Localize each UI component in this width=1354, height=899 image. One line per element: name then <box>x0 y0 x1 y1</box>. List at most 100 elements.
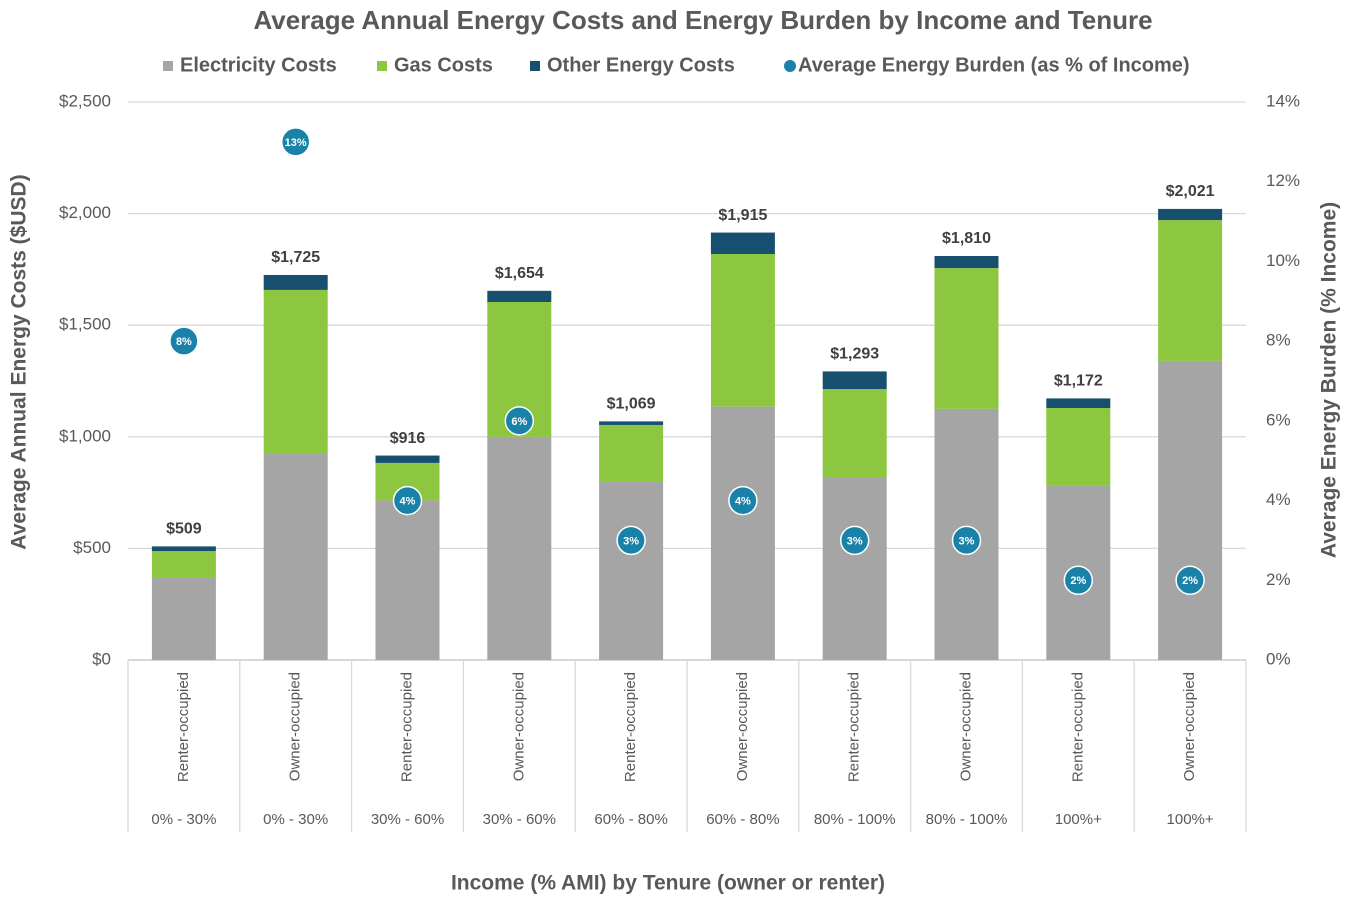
burden-marker <box>169 326 199 356</box>
legend-label: Other Energy Costs <box>547 54 735 76</box>
bar-segment <box>710 406 775 660</box>
bar-segment <box>487 290 552 302</box>
burden-marker <box>951 525 982 556</box>
bar-segment <box>934 268 999 409</box>
burden-label: 4% <box>735 495 751 507</box>
bar-segment <box>263 453 328 660</box>
total-label: $1,915 <box>718 207 767 224</box>
total-label: $1,654 <box>495 265 544 282</box>
bar-segment <box>710 232 775 254</box>
x-tick-label: Renter-occupied <box>398 672 415 782</box>
y-tick-label: $2,000 <box>59 203 111 222</box>
burden-label: 3% <box>959 535 975 547</box>
burden-marker <box>504 406 535 436</box>
total-label: $509 <box>166 521 202 538</box>
y2-axis-title: Average Energy Burden (% Income) <box>1318 202 1341 558</box>
total-label: $1,293 <box>830 346 879 363</box>
bar-segment <box>822 371 887 390</box>
burden-label: 3% <box>847 535 863 547</box>
y-axis-title: Average Annual Energy Costs ($USD) <box>8 174 31 549</box>
bar-segment <box>151 546 216 552</box>
legend-label: Electricity Costs <box>180 54 337 76</box>
x-tick-label: Owner-occupied <box>287 672 304 781</box>
x-group-label: 60% - 80% <box>594 811 667 828</box>
total-label: $2,021 <box>1166 183 1215 200</box>
bar-segment <box>599 424 664 482</box>
bar-segment <box>487 436 552 660</box>
x-tick-label: Owner-occupied <box>957 672 974 781</box>
bar-segment <box>1158 208 1223 221</box>
y-tick-label: $1,000 <box>59 426 111 445</box>
x-group-label: 80% - 100% <box>926 811 1008 828</box>
y2-tick-label: 12% <box>1266 171 1300 190</box>
bar-segment <box>599 421 664 425</box>
bar-segment <box>375 500 440 660</box>
legend-marker <box>784 60 796 72</box>
legend-label: Average Energy Burden (as % of Income) <box>798 54 1190 76</box>
x-tick-label: Renter-occupied <box>1069 672 1086 782</box>
burden-marker <box>728 485 758 516</box>
y-tick-label: $0 <box>92 649 111 668</box>
bar-segment <box>822 389 887 477</box>
bar-segment <box>1158 220 1223 361</box>
bar-segment <box>1158 360 1223 660</box>
y2-tick-label: 0% <box>1266 649 1291 668</box>
x-tick-label: Renter-occupied <box>175 672 192 782</box>
chart-title: Average Annual Energy Costs and Energy B… <box>253 5 1152 35</box>
y2-tick-label: 4% <box>1266 490 1291 509</box>
bar-segment <box>710 253 775 407</box>
y2-tick-label: 6% <box>1266 410 1291 429</box>
x-group-label: 30% - 60% <box>371 811 444 828</box>
x-group-label: 100%+ <box>1167 811 1214 828</box>
bar-segment <box>934 256 999 269</box>
x-group-label: 0% - 30% <box>151 811 216 828</box>
x-group-label: 30% - 60% <box>483 811 556 828</box>
bar-segment <box>151 577 216 660</box>
burden-label: 8% <box>176 336 192 348</box>
burden-label: 13% <box>285 137 307 149</box>
burden-marker <box>1063 565 1094 596</box>
bar-segment <box>599 481 664 660</box>
y2-tick-label: 14% <box>1266 91 1300 110</box>
y-tick-label: $1,500 <box>59 315 111 334</box>
total-label: $1,172 <box>1054 373 1103 390</box>
y-tick-label: $500 <box>73 538 111 557</box>
x-group-label: 100%+ <box>1055 811 1102 828</box>
bar-segment <box>822 476 887 660</box>
bar-segment <box>1046 398 1111 409</box>
x-tick-label: Renter-occupied <box>622 672 639 782</box>
legend-marker <box>163 61 173 71</box>
burden-label: 3% <box>623 535 639 547</box>
y-tick-label: $2,500 <box>59 91 111 110</box>
legend-marker <box>530 61 540 71</box>
burden-label: 2% <box>1182 575 1198 587</box>
bar-segment <box>151 551 216 578</box>
burden-marker <box>392 485 423 516</box>
x-axis-title: Income (% AMI) by Tenure (owner or rente… <box>451 872 885 895</box>
burden-label: 2% <box>1070 575 1086 587</box>
legend-marker <box>377 61 387 71</box>
x-group-label: 0% - 30% <box>263 811 328 828</box>
bar-segment <box>375 455 440 463</box>
bar-segment <box>263 289 328 454</box>
burden-label: 6% <box>511 416 527 428</box>
total-label: $1,725 <box>271 249 320 266</box>
total-label: $1,810 <box>942 230 991 247</box>
burden-marker <box>839 525 870 556</box>
y2-tick-label: 2% <box>1266 570 1291 589</box>
burden-marker <box>616 525 646 556</box>
y2-tick-label: 8% <box>1266 331 1291 350</box>
burden-label: 4% <box>400 495 416 507</box>
x-tick-label: Owner-occupied <box>510 672 527 781</box>
total-label: $1,069 <box>607 396 656 413</box>
x-group-label: 60% - 80% <box>706 811 779 828</box>
y2-tick-label: 10% <box>1266 251 1300 270</box>
burden-marker <box>280 127 311 157</box>
total-label: $916 <box>390 430 426 447</box>
bar-segment <box>263 274 328 290</box>
burden-marker <box>1175 565 1205 596</box>
x-tick-label: Owner-occupied <box>1181 672 1198 781</box>
x-tick-label: Owner-occupied <box>734 672 751 781</box>
x-group-label: 80% - 100% <box>814 811 896 828</box>
legend-label: Gas Costs <box>394 54 493 76</box>
